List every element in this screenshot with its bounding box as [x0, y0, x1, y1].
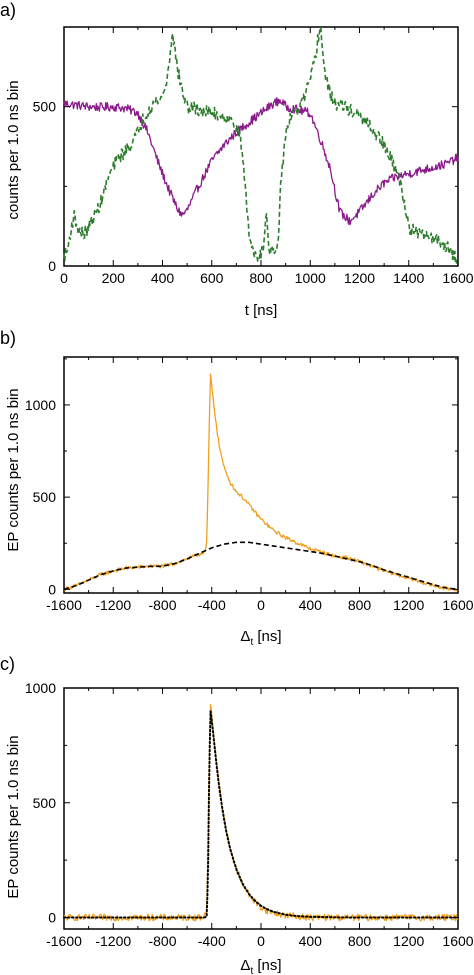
panel-c-xtick-label: -400	[198, 933, 226, 949]
panel-a-xtick-label: 1200	[344, 270, 375, 286]
panel-c-series-group	[63, 703, 459, 922]
panel-a-series-2-line	[63, 26, 459, 266]
panel-b-xtick-label: 1200	[393, 597, 424, 613]
panel-c-ytick-label: 1000	[25, 680, 56, 696]
panel-c-xtick-label: 1600	[442, 933, 473, 949]
panel-a-series-1-line	[63, 97, 459, 226]
panel-b-xtick-label: -1200	[95, 597, 131, 613]
panel-b-xtick-label: 0	[257, 597, 265, 613]
panel-b-ylabel: EP counts per 1.0 ns bin	[5, 388, 22, 551]
panel-b-ylabel-group: EP counts per 1.0 ns bin	[5, 388, 22, 551]
panel-b-ytick-label: 1000	[25, 397, 56, 413]
panel-c-ytick-label: 0	[48, 910, 56, 926]
panel-c-xtick-label: 1200	[393, 933, 424, 949]
panel-c-xtick-label: 400	[299, 933, 323, 949]
panel-a-xtick-label: 0	[60, 270, 68, 286]
panel-b-ytick-label: 0	[48, 581, 56, 597]
panel-c-label: c)	[0, 654, 15, 674]
panel-c-xtick-label: -800	[148, 933, 176, 949]
panel-a-xtick-label: 400	[151, 270, 175, 286]
panel-b-xtick-label: 800	[348, 597, 372, 613]
panel-a-xtick-label: 1000	[295, 270, 326, 286]
panel-c-ticks-group: -1600 -1200 -800 -400 0 400 800 1200 1600 0 500 100…	[25, 680, 474, 949]
panel-a-plot-frame	[63, 26, 459, 267]
panel-b-xlabel: Δt [ns]	[240, 628, 281, 648]
panel-c-xtick-label: -1200	[95, 933, 131, 949]
panel-b-ticks-group: -1600 -1200 -800 -400 0 400 800 1200 1600 0 500 100…	[25, 357, 474, 613]
panel-c-xtick-label: -1600	[46, 933, 82, 949]
panel-c-plot-frame	[63, 687, 459, 930]
panel-b-xtick-label: -400	[198, 597, 226, 613]
panel-c-xtick-label: 0	[257, 933, 265, 949]
panel-a-xtick-label: 200	[102, 270, 126, 286]
panel-c-xlabel: Δt [ns]	[240, 957, 281, 975]
panel-b-xtick-label: 400	[299, 597, 323, 613]
panel-b-series-2-line	[63, 541, 459, 591]
panel-a-ytick-label: 500	[33, 99, 57, 115]
panel-c-ylabel: EP counts per 1.0 ns bin	[5, 735, 22, 898]
panel-a-xtick-label: 800	[249, 270, 273, 286]
panel-a-series-group	[63, 26, 459, 266]
panel-a: a) counts per 1.0 ns bin 0 200 400 600 800 10…	[0, 0, 474, 319]
panel-b-xtick-label: -800	[148, 597, 176, 613]
panel-a-ylabel-group: counts per 1.0 ns bin	[5, 80, 22, 219]
panel-a-ylabel: counts per 1.0 ns bin	[5, 80, 22, 219]
panel-b-xlabel-tail: [ns]	[253, 628, 281, 645]
panel-a-xlabel: t [ns]	[245, 302, 278, 319]
panel-a-xtick-label: 1600	[442, 270, 473, 286]
panel-b-xtick-label: 1600	[442, 597, 473, 613]
panel-c-series-1-line	[63, 703, 459, 922]
panel-b: b) EP counts per 1.0 ns bin -1600 -1200 -8…	[0, 328, 474, 648]
panel-a-xtick-label: 1400	[393, 270, 424, 286]
panel-c-xlabel-main: Δ	[240, 957, 250, 974]
panel-b-series-group	[63, 373, 459, 592]
panel-a-xlabel-main: t [ns]	[245, 302, 278, 319]
panel-b-plot-frame	[63, 356, 459, 594]
panel-b-xlabel-main: Δ	[240, 628, 250, 645]
panel-b-series-1-line	[63, 373, 459, 592]
panel-a-ticks-group: 0 200 400 600 800 1000 1200 1400 1600 0 500	[33, 27, 474, 286]
panel-a-ytick-label: 0	[48, 258, 56, 274]
panel-c-xlabel-tail: [ns]	[253, 957, 281, 974]
panel-c-series-2-line	[63, 710, 459, 919]
panel-c-ylabel-group: EP counts per 1.0 ns bin	[5, 735, 22, 898]
panel-b-xtick-label: -1600	[46, 597, 82, 613]
panel-c-ytick-label: 500	[33, 795, 57, 811]
panel-a-label: a)	[0, 0, 16, 20]
panel-c-xtick-label: 800	[348, 933, 372, 949]
panel-b-xlabel-sub: t	[250, 637, 253, 648]
panel-c-xlabel-sub: t	[250, 966, 253, 975]
panel-c: c) EP counts per 1.0 ns bin -1600 -1200 -8…	[0, 654, 474, 975]
panel-b-ytick-label: 500	[33, 489, 57, 505]
panel-a-xtick-label: 600	[200, 270, 224, 286]
panel-b-label: b)	[0, 328, 16, 348]
